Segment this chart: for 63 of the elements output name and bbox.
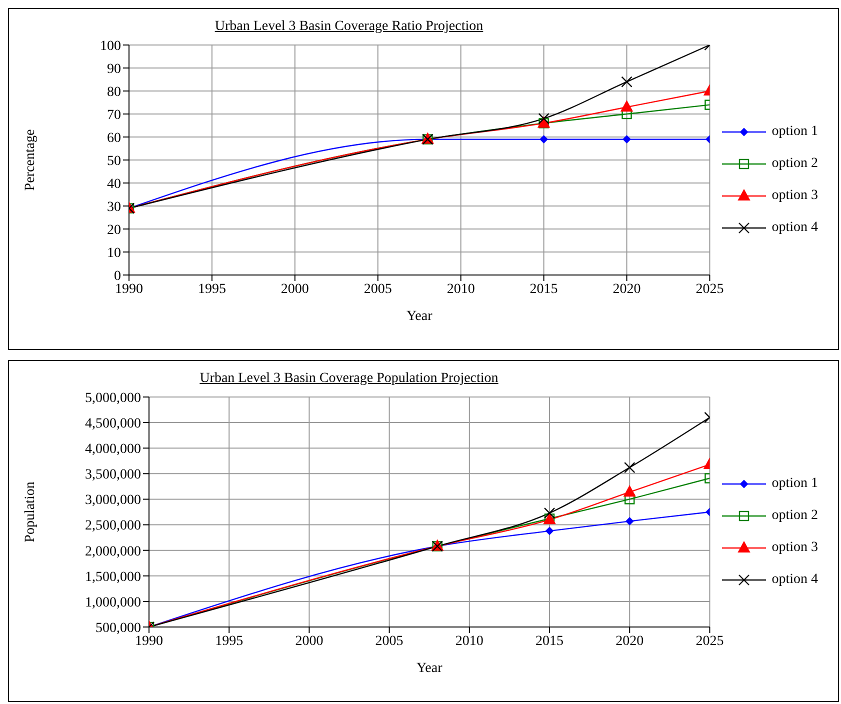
point [620, 100, 633, 112]
y-axis-title: Population [22, 482, 38, 542]
x-tick-label: 2010 [446, 282, 475, 297]
legend-label: option 3 [772, 540, 818, 556]
x-tick-label: 2000 [280, 282, 309, 297]
x-tick-label: 1990 [135, 634, 163, 649]
point [624, 494, 635, 504]
x-tick-label: 2010 [455, 634, 484, 649]
legend-label: option 2 [772, 508, 818, 524]
x-tick-label: 2020 [612, 282, 641, 297]
y-tick-label: 60 [107, 130, 121, 146]
x-tick-label: 2005 [364, 282, 392, 297]
point [624, 486, 636, 497]
point [544, 507, 556, 519]
point [622, 108, 632, 120]
x-tick-label: 2025 [696, 634, 724, 649]
point [538, 113, 550, 124]
y-tick-label: 90 [107, 62, 121, 77]
y-tick-label: 4,500,000 [85, 416, 141, 432]
x-axis-title: Year [406, 309, 433, 324]
point [540, 135, 548, 144]
x-tick-label: 2020 [616, 634, 644, 649]
point [621, 76, 632, 88]
chart-title: Urban Level 3 Basin Coverage Ratio Projection [214, 19, 484, 35]
legend-label: option 1 [772, 476, 818, 492]
y-tick-label: 3,500,000 [85, 468, 141, 483]
point [626, 517, 634, 526]
x-tick-label: 2015 [530, 282, 558, 297]
x-tick-label: 2000 [295, 634, 324, 649]
y-tick-label: 2,000,000 [85, 544, 141, 560]
y-tick-label: 80 [107, 84, 121, 100]
point [622, 135, 631, 144]
y-tick-label: 2,500,000 [85, 518, 141, 534]
x-tick-label: 2005 [375, 634, 404, 649]
x-tick-label: 2015 [536, 634, 564, 649]
x-tick-label: 2025 [696, 282, 724, 297]
legend-label: option 4 [772, 220, 818, 236]
x-tick-label: 1990 [115, 282, 143, 297]
y-tick-label: 30 [107, 200, 121, 215]
x-tick-label: 1995 [215, 634, 244, 649]
y-tick-label: 40 [107, 176, 121, 192]
legend-label: option 1 [772, 124, 818, 140]
y-tick-label: 1,500,000 [85, 570, 141, 585]
y-tick-label: 5,000,000 [85, 390, 141, 406]
y-tick-label: 20 [107, 222, 121, 238]
y-tick-label: 4,000,000 [85, 442, 141, 458]
y-tick-label: 500,000 [96, 620, 141, 636]
y-tick-label: 70 [107, 108, 121, 123]
y-tick-label: 100 [100, 38, 121, 54]
chart-title: Urban Level 3 Basin Coverage Population Projection [198, 371, 500, 387]
legend-label: option 4 [772, 572, 818, 588]
point [546, 526, 554, 535]
point [624, 462, 636, 474]
y-tick-label: 50 [107, 154, 121, 169]
y-tick-label: 0 [114, 268, 121, 284]
x-tick-label: 1995 [198, 282, 226, 297]
y-tick-label: 10 [107, 246, 121, 261]
legend-label: option 2 [772, 156, 818, 172]
y-tick-label: 3,000,000 [85, 493, 141, 508]
y-axis-title: Percentage [22, 129, 38, 191]
y-tick-label: 1,000,000 [85, 595, 141, 610]
legend-label: option 3 [772, 188, 818, 204]
x-axis-title: Year [416, 661, 443, 676]
